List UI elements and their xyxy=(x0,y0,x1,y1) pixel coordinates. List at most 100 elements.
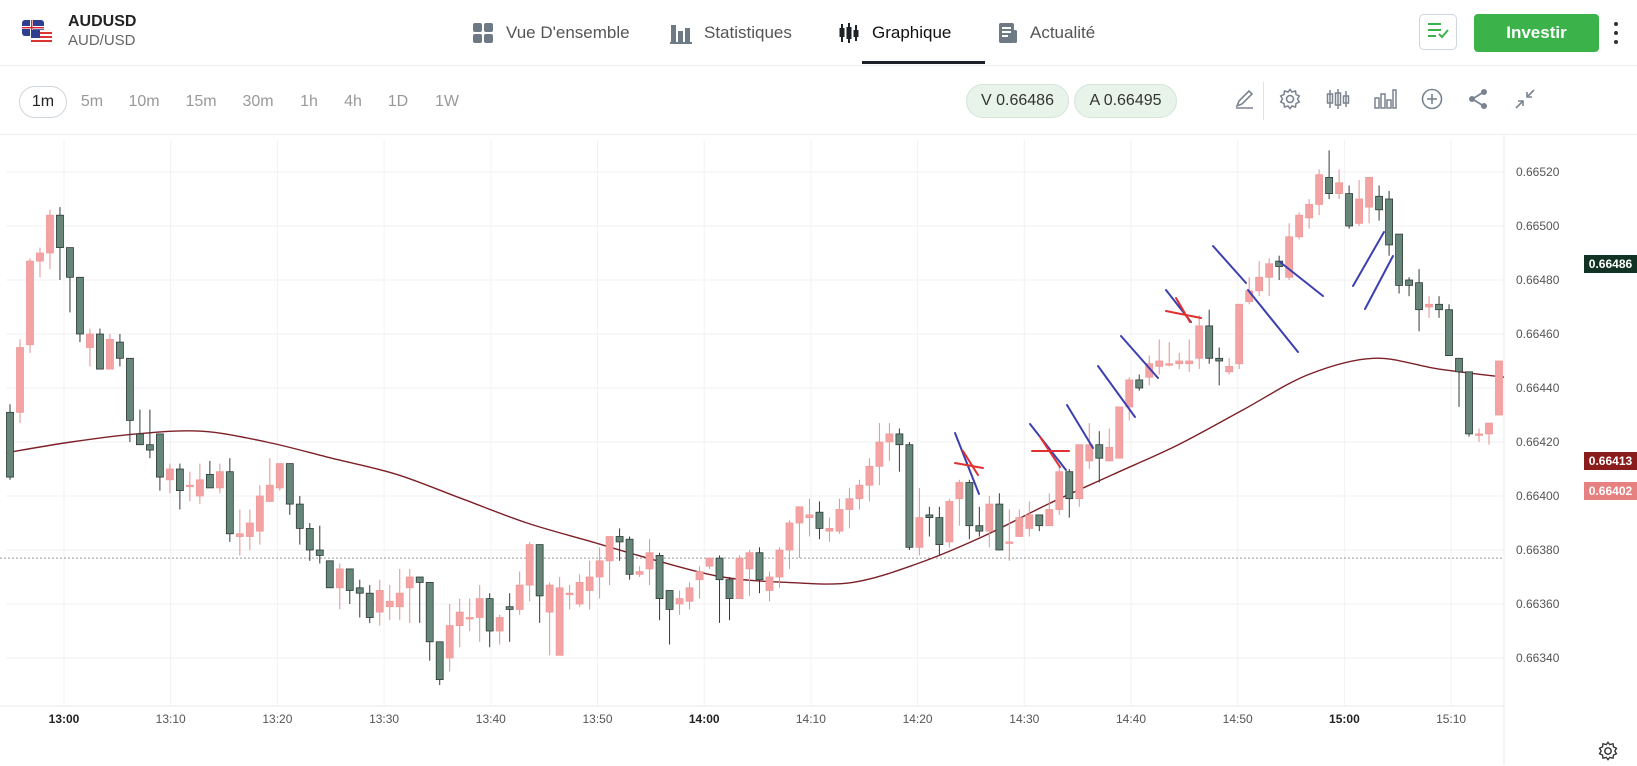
candle-body xyxy=(1075,444,1084,500)
tab-statistics[interactable]: Statistiques xyxy=(670,0,792,65)
time-tick-label: 13:20 xyxy=(262,712,292,726)
candle-body xyxy=(325,560,334,589)
invest-button[interactable]: Investir xyxy=(1474,14,1599,52)
candle xyxy=(355,579,364,618)
candle xyxy=(315,525,324,564)
candle xyxy=(425,582,434,661)
candle-body xyxy=(1225,365,1234,373)
timeframe-1d[interactable]: 1D xyxy=(387,93,409,110)
timeframe-4h[interactable]: 4h xyxy=(344,93,362,110)
candle xyxy=(1445,304,1453,357)
draw-tool-button[interactable] xyxy=(1227,84,1261,118)
tab-chart[interactable]: Graphique xyxy=(838,0,951,65)
candle-body xyxy=(775,549,784,578)
candle-body xyxy=(1305,203,1314,219)
time-tick-label: 13:50 xyxy=(582,712,612,726)
candle-body xyxy=(855,484,864,500)
candle-body xyxy=(1025,514,1034,529)
timeframe-5m[interactable]: 5m xyxy=(80,93,104,110)
candle-body xyxy=(1355,198,1363,224)
tab-overview[interactable]: Vue D'ensemble xyxy=(472,0,630,65)
indicators-button[interactable] xyxy=(1368,84,1402,118)
timeframe-1h[interactable]: 1h xyxy=(300,93,318,110)
candle xyxy=(1125,377,1134,421)
candle-body xyxy=(655,555,664,600)
candle xyxy=(435,641,444,685)
candle-body xyxy=(1065,471,1074,500)
add-indicator-button[interactable] xyxy=(1415,84,1449,118)
moving-average-line xyxy=(5,357,1505,585)
candle-body xyxy=(1105,446,1114,462)
timeframe-1w[interactable]: 1W xyxy=(435,93,459,110)
candle-body xyxy=(715,557,724,581)
candle xyxy=(285,463,294,515)
candle xyxy=(295,496,304,545)
timeframe-15m[interactable]: 15m xyxy=(185,93,217,110)
collapse-chart-button[interactable] xyxy=(1508,84,1542,118)
candle xyxy=(365,585,374,623)
candle-body xyxy=(1465,371,1473,435)
candle-body xyxy=(1375,195,1383,211)
candle xyxy=(615,528,624,561)
candle xyxy=(985,496,994,548)
candle xyxy=(245,509,254,550)
candle xyxy=(235,509,244,556)
candle xyxy=(885,423,894,461)
candle xyxy=(1405,277,1413,297)
chart-type-button[interactable] xyxy=(1321,84,1355,118)
candle xyxy=(1025,501,1034,537)
candle-body xyxy=(1295,214,1304,238)
candle xyxy=(1475,428,1483,442)
candle xyxy=(845,487,854,529)
price-chart[interactable]: 0.66340 0.66360 0.66380 0.66400 0.66420 0.664… xyxy=(0,135,1637,765)
candle-body xyxy=(265,484,274,502)
candle-body xyxy=(1175,360,1184,365)
candle-body xyxy=(1095,444,1104,459)
candle xyxy=(505,593,514,642)
timeframe-1m[interactable]: 1m xyxy=(19,86,67,118)
candle xyxy=(825,517,834,542)
tab-news-label: Actualité xyxy=(1030,22,1096,42)
candle xyxy=(1305,199,1314,229)
candle-body xyxy=(875,441,884,467)
sell-price-button[interactable]: V 0.66486 xyxy=(966,84,1069,118)
candle xyxy=(625,536,634,580)
candle-body xyxy=(725,579,734,600)
gear-icon[interactable] xyxy=(1598,741,1618,761)
candle xyxy=(405,568,414,623)
blue-trend-stroke xyxy=(954,432,980,495)
candle-body xyxy=(945,500,954,543)
tab-news[interactable]: Actualité xyxy=(998,0,1095,65)
tab-statistics-label: Statistiques xyxy=(704,22,792,42)
settings-icon xyxy=(1279,87,1301,115)
timeframe-10m[interactable]: 10m xyxy=(128,93,160,110)
candle xyxy=(116,334,124,367)
candle-body xyxy=(925,514,934,519)
buy-price-button[interactable]: A 0.66495 xyxy=(1074,84,1177,118)
candle xyxy=(1315,169,1324,216)
candle-body xyxy=(425,582,434,643)
timeframe-30m[interactable]: 30m xyxy=(242,93,274,110)
candle-body xyxy=(465,617,474,620)
time-tick-label: 15:00 xyxy=(1329,712,1360,726)
candle xyxy=(1425,296,1433,318)
chart-settings-button[interactable] xyxy=(1273,84,1307,118)
candle-body xyxy=(285,463,294,505)
watchlist-button[interactable] xyxy=(1419,14,1457,50)
candle-body xyxy=(455,611,464,626)
candle xyxy=(46,209,54,270)
candle-body xyxy=(1055,471,1064,510)
candle-body xyxy=(1185,360,1194,365)
candle xyxy=(1285,223,1294,280)
candle-body xyxy=(86,333,94,348)
share-button[interactable] xyxy=(1461,84,1495,118)
candle xyxy=(865,458,874,502)
candle xyxy=(1115,406,1124,459)
price-tick-label: 0.66340 xyxy=(1516,651,1560,665)
candle-body xyxy=(66,247,74,278)
candle xyxy=(725,577,734,621)
time-tick-label: 14:00 xyxy=(689,712,720,726)
news-icon xyxy=(998,22,1018,44)
candles-icon xyxy=(1326,88,1350,115)
more-options-icon[interactable] xyxy=(1612,20,1620,46)
